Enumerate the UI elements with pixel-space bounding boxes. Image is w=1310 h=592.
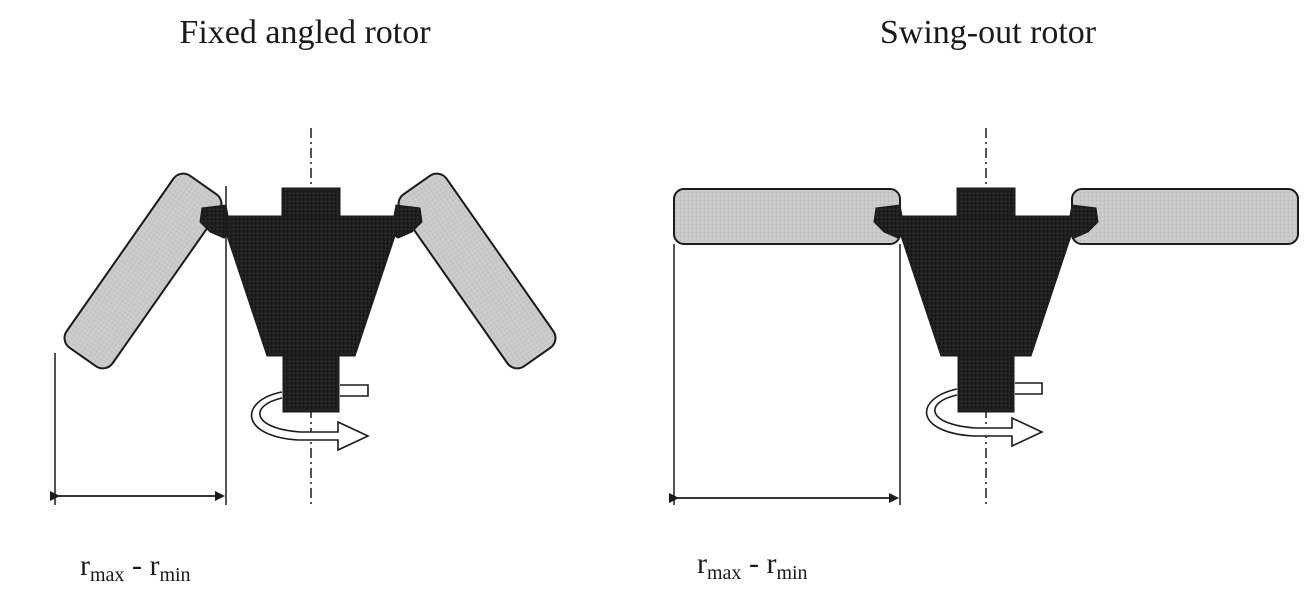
right-swing-tube bbox=[1071, 188, 1299, 245]
fixed-angled-rotor-panel: Fixed angled rotor rmax - rmin bbox=[50, 14, 557, 586]
swing-out-rotor-panel: Swing-out rotor rmax - rmin bbox=[669, 14, 1299, 584]
fixed-rotor-title: Fixed angled rotor bbox=[179, 14, 431, 51]
fixed-rotor-radius-formula: rmax - rmin bbox=[80, 549, 191, 586]
fixed-rotor-body bbox=[199, 187, 423, 413]
swing-rotor-body bbox=[873, 187, 1099, 413]
left-angled-tube bbox=[63, 172, 223, 370]
swing-rotor-radius-formula: rmax - rmin bbox=[697, 547, 808, 584]
rotation-arrow-swing bbox=[925, 382, 1044, 448]
rotation-arrow bbox=[250, 384, 370, 452]
right-angled-tube bbox=[397, 172, 557, 370]
left-swing-tube bbox=[673, 188, 901, 245]
swing-rotor-title: Swing-out rotor bbox=[880, 14, 1097, 51]
